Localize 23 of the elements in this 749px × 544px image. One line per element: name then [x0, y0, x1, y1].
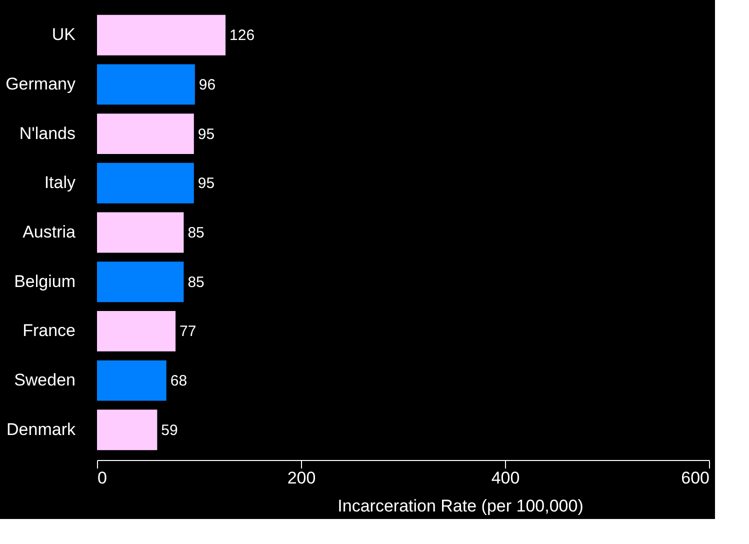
y-tick-label: Germany	[6, 74, 76, 94]
data-label: 126	[230, 27, 255, 44]
y-tick-label: UK	[52, 25, 76, 44]
x-tick-label: 0	[98, 468, 107, 488]
y-tick-label: France	[22, 321, 76, 340]
data-label: 85	[188, 224, 204, 242]
x-tick-label: 600	[681, 468, 710, 488]
data-label: 96	[198, 76, 216, 94]
data-label: 68	[170, 372, 188, 390]
y-tick-label: Belgium	[14, 272, 76, 291]
y-tick-label: N'lands	[19, 124, 76, 143]
x-tick-label: 200	[287, 468, 316, 488]
y-tick-label: Denmark	[6, 420, 76, 439]
x-tick-label: 400	[491, 468, 520, 488]
data-label: 59	[161, 422, 178, 439]
y-tick-label: Austria	[22, 222, 76, 242]
y-tick-label: Italy	[44, 173, 76, 192]
data-label: 95	[198, 126, 215, 143]
data-label: 85	[188, 274, 204, 291]
data-label: 77	[180, 323, 196, 340]
x-axis-title: Incarceration Rate (per 100,000)	[338, 496, 584, 516]
y-tick-label: Sweden	[14, 370, 76, 390]
data-label: 95	[198, 175, 215, 192]
